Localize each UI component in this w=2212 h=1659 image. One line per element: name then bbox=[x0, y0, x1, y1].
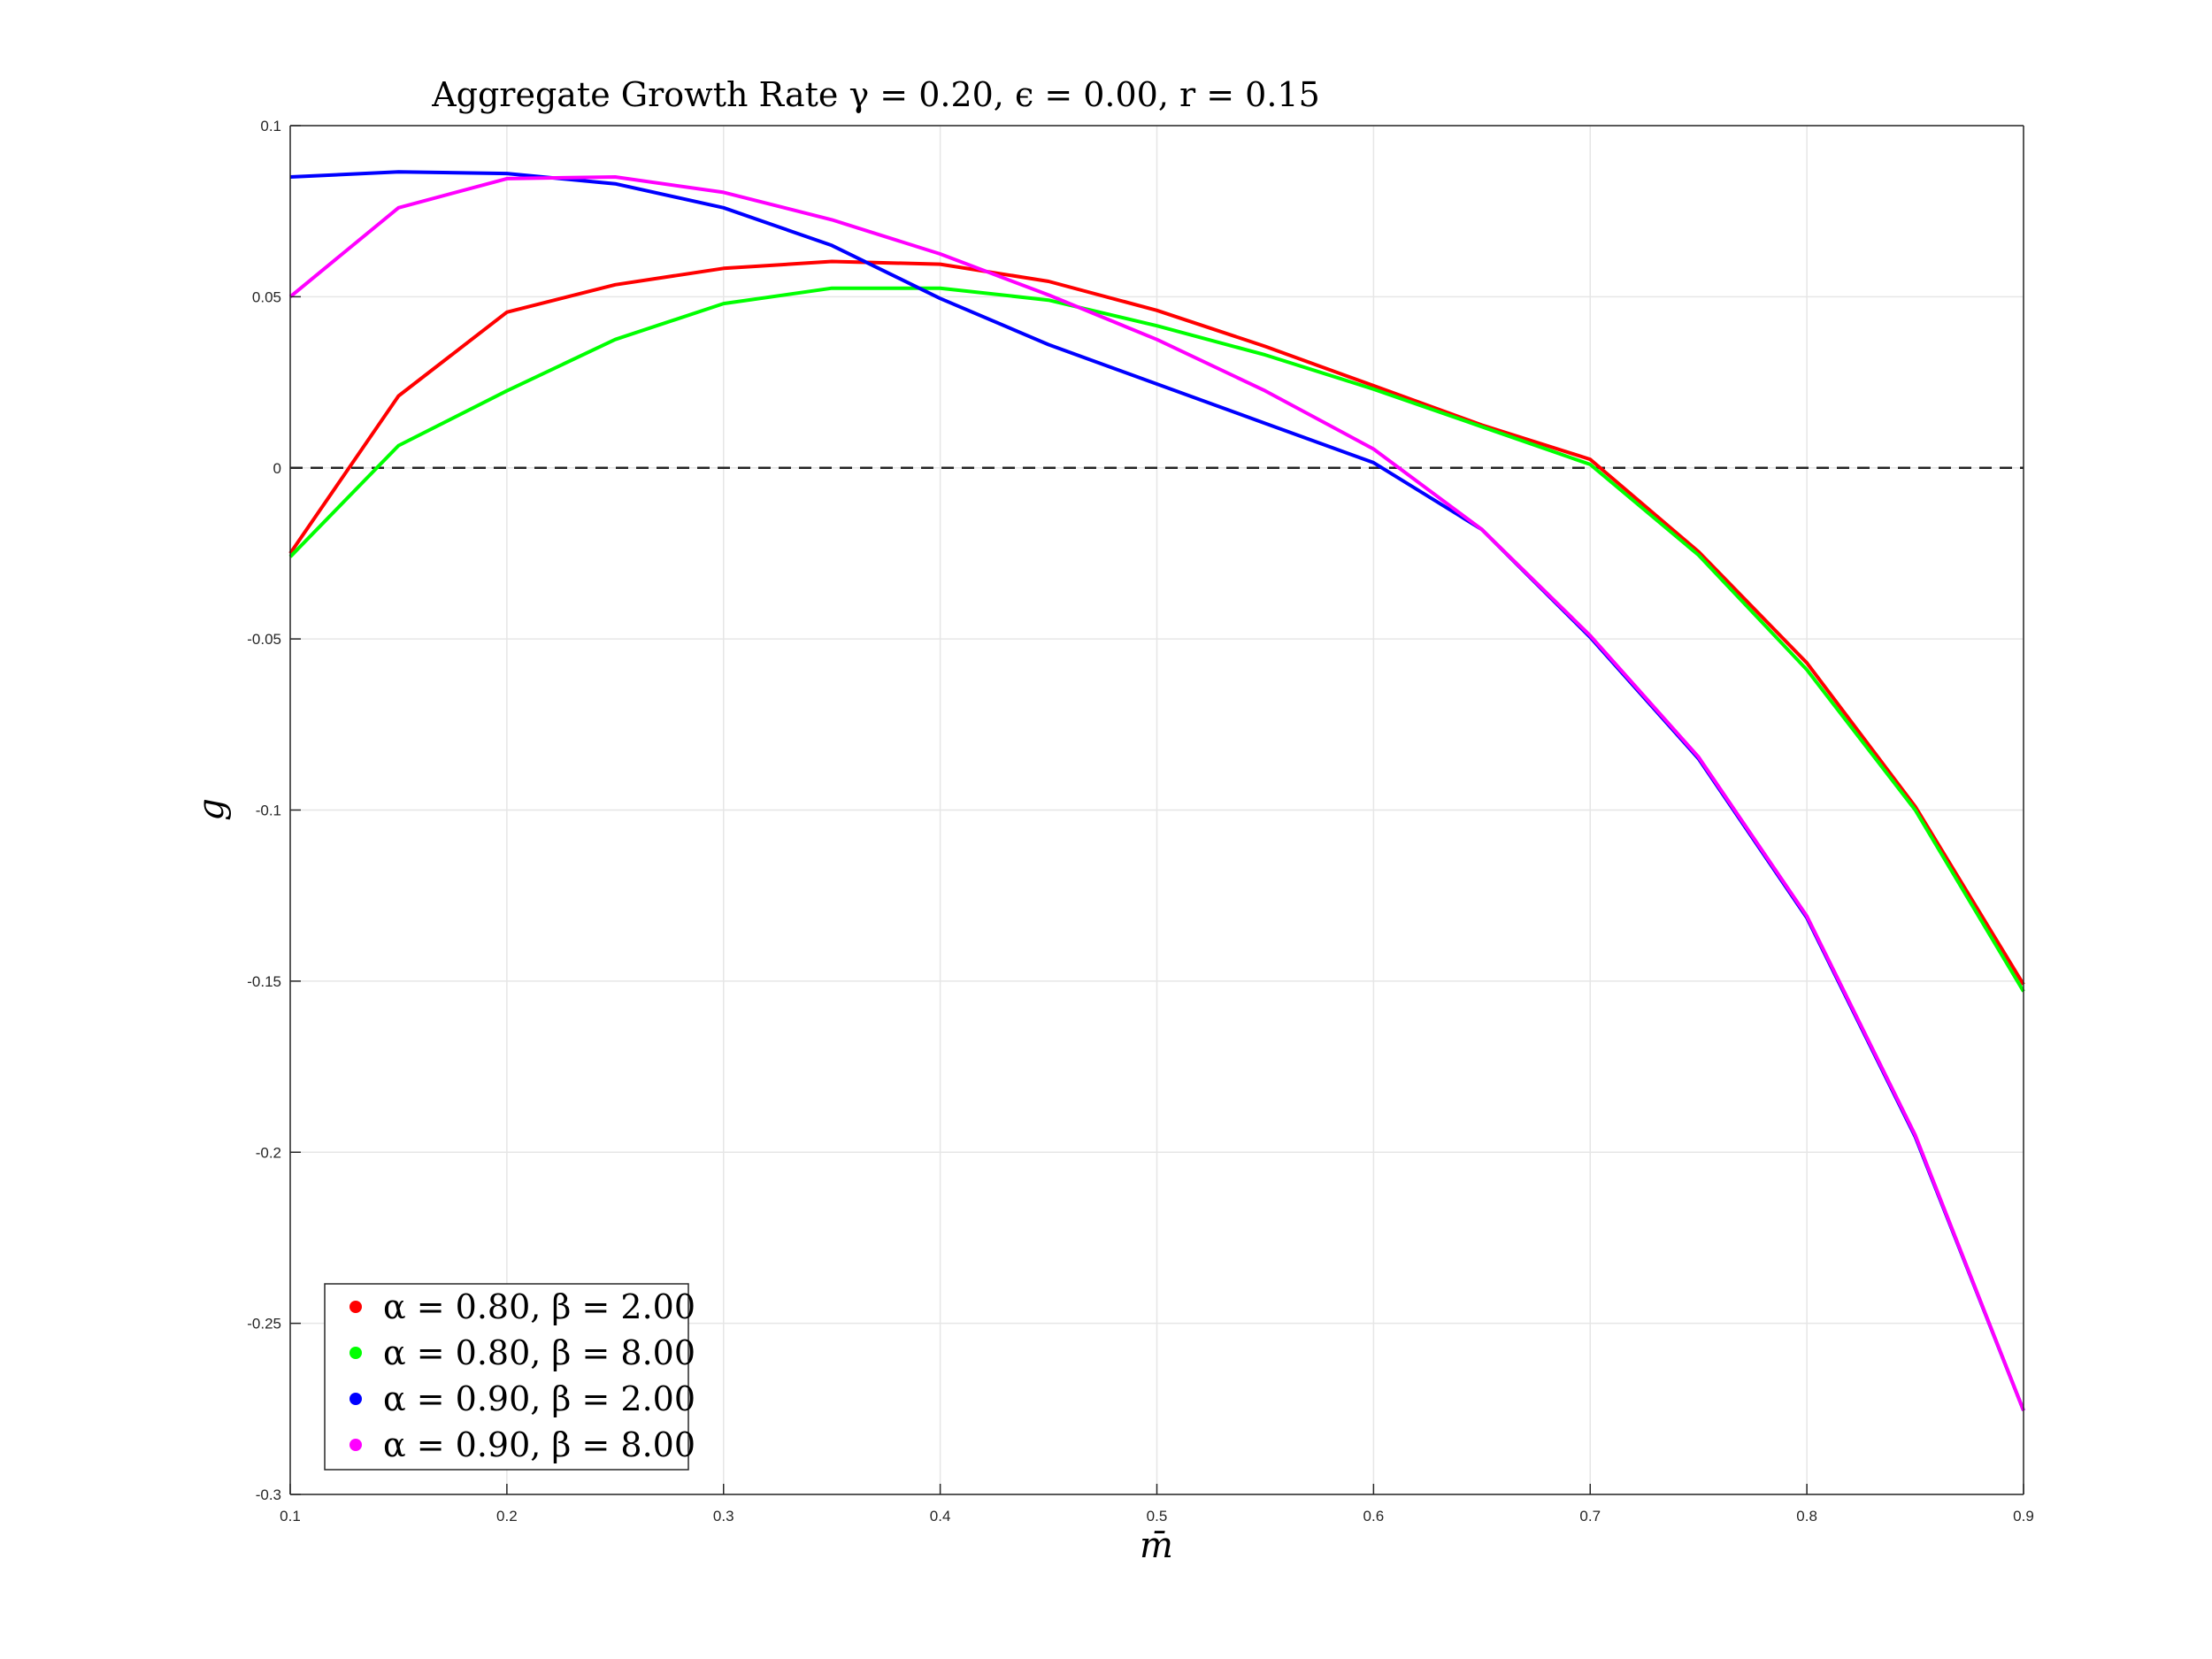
y-tick-label: -0.2 bbox=[256, 1144, 281, 1161]
y-tick-label: -0.1 bbox=[256, 803, 281, 819]
x-axis-label: m̄ bbox=[1140, 1525, 1173, 1566]
y-tick-label: 0.1 bbox=[260, 118, 281, 134]
y-tick-label: 0 bbox=[273, 460, 281, 477]
legend-marker bbox=[349, 1439, 362, 1451]
x-tick-label: 0.1 bbox=[280, 1508, 301, 1525]
series-layer bbox=[288, 170, 2025, 1411]
y-tick-label: -0.05 bbox=[247, 631, 281, 648]
legend-marker bbox=[349, 1347, 362, 1359]
legend-box bbox=[324, 1283, 689, 1471]
legend-marker bbox=[349, 1393, 362, 1405]
x-tick-label: 0.7 bbox=[1579, 1508, 1601, 1525]
x-tick-label: 0.5 bbox=[1147, 1508, 1168, 1525]
series-line-4 bbox=[288, 175, 2025, 1411]
x-tick-label: 0.3 bbox=[713, 1508, 734, 1525]
legend-marker bbox=[349, 1301, 362, 1313]
chart-title: Aggregate Growth Rate γ = 0.20, ϵ = 0.00… bbox=[431, 75, 1320, 114]
legend-label: α = 0.90, β = 2.00 bbox=[383, 1379, 695, 1418]
y-tick-label: -0.25 bbox=[247, 1316, 281, 1333]
legend-label: α = 0.80, β = 8.00 bbox=[383, 1333, 695, 1372]
legend: α = 0.80, β = 2.00 α = 0.80, β = 8.00 α = … bbox=[324, 1283, 695, 1471]
x-tick-label: 0.2 bbox=[496, 1508, 518, 1525]
axes bbox=[289, 125, 2024, 1495]
series-line-1 bbox=[288, 259, 2025, 986]
x-tick-label: 0.6 bbox=[1363, 1508, 1385, 1525]
x-tick-label: 0.8 bbox=[1796, 1508, 1817, 1525]
legend-label: α = 0.80, β = 2.00 bbox=[383, 1287, 695, 1326]
series-line-2 bbox=[288, 286, 2025, 993]
y-tick-label: -0.3 bbox=[256, 1486, 281, 1503]
y-tick-label: 0.05 bbox=[252, 288, 281, 305]
y-axis-label: g bbox=[191, 798, 232, 821]
y-tick-label: -0.15 bbox=[247, 973, 281, 990]
legend-label: α = 0.90, β = 8.00 bbox=[383, 1425, 695, 1464]
x-tick-label: 0.9 bbox=[2013, 1508, 2034, 1525]
x-tick-label: 0.4 bbox=[930, 1508, 951, 1525]
tick-labels: 0.1 0.2 0.3 0.4 0.5 0.6 0.7 0.8 0.9 0.1 0.05 0 -0.05… bbox=[247, 118, 2034, 1525]
